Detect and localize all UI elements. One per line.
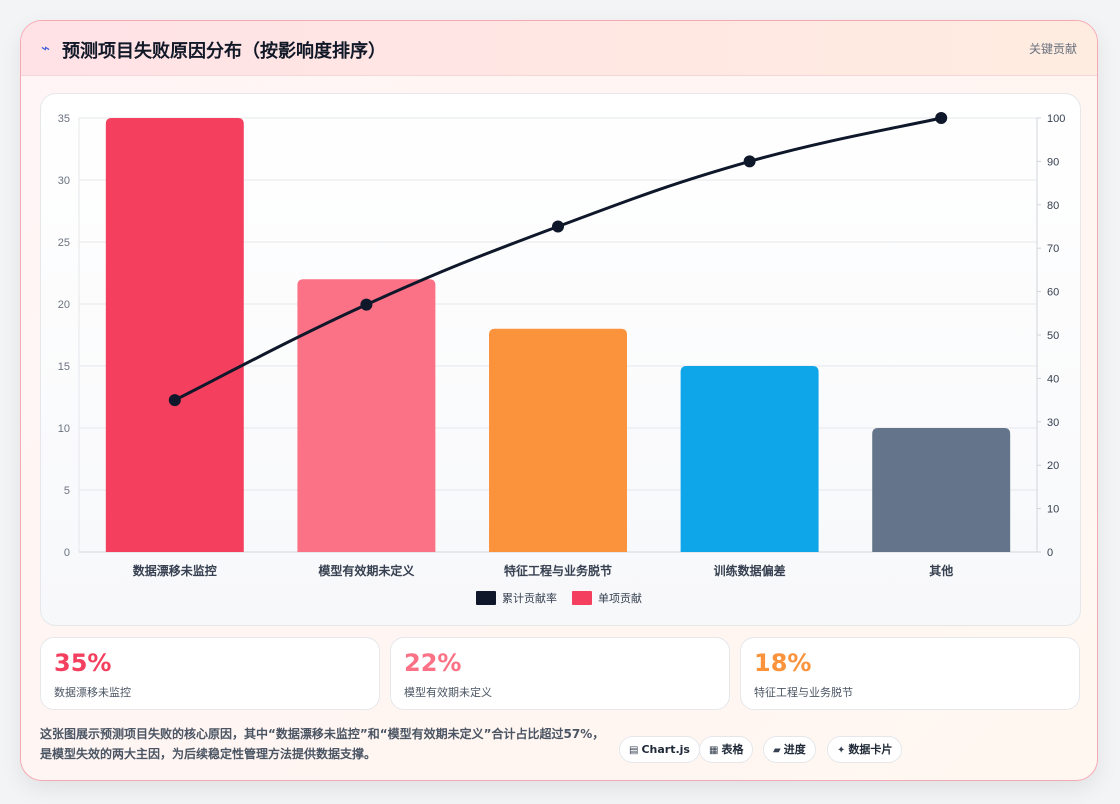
bar-1 (105, 118, 244, 552)
stat-cards: 35% 数据漂移未监控 22% 模型有效期未定义 18% 特征工程与业务脱节 (40, 637, 1081, 710)
y-left-tick-label: 15 (58, 361, 70, 373)
card-title: 预测项目失败原因分布（按影响度排序） (62, 41, 386, 62)
y-right-tick-label: 80 (1047, 200, 1059, 212)
y-left-tick-label: 25 (58, 237, 70, 249)
pareto-chart: 0 5 10 15 20 25 30 35 0 10 20 30 40 50 60 70 80 90 100 数据漂移… (58, 112, 1065, 605)
cumulative-point-2 (360, 298, 373, 311)
y-right-tick-label: 0 (1047, 547, 1053, 559)
stat-value: 18% (754, 649, 812, 677)
y-right-tick-label: 40 (1047, 373, 1059, 385)
legend-label-2: 单项贡献 (598, 591, 642, 605)
y-left-tick-label: 35 (58, 113, 70, 125)
chip-label: 表格 (721, 743, 744, 756)
y-right-tick-label: 20 (1047, 460, 1059, 472)
y-right-tick-label: 50 (1047, 330, 1059, 342)
cumulative-point-5 (935, 112, 948, 124)
header-tag: 关键贡献 (1028, 42, 1077, 56)
x-tick-label: 模型有效期未定义 (318, 563, 415, 578)
table-icon: ▦ (709, 745, 719, 756)
legend-swatch-1 (476, 591, 496, 605)
cumulative-point-3 (552, 220, 564, 233)
y-right-tick-label: 90 (1047, 156, 1059, 168)
y-left-tick-label: 20 (58, 299, 70, 311)
legend-label-1: 累计贡献率 (502, 591, 557, 605)
progress-icon: ▰ (773, 745, 781, 756)
chip-progress[interactable]: ▰ 进度 (763, 736, 816, 763)
x-tick-label: 数据漂移未监控 (133, 563, 217, 578)
bar-3 (489, 328, 627, 552)
card-header: ⌁ 预测项目失败原因分布（按影响度排序） 关键贡献 (21, 21, 1097, 76)
bar-5 (872, 428, 1011, 552)
stat-card-2: 22% 模型有效期未定义 (390, 637, 730, 710)
stat-card-1: 35% 数据漂移未监控 (40, 637, 380, 710)
chart-panel: 0 5 10 15 20 25 30 35 0 10 20 30 40 50 60 70 80 90 100 数据漂移… (40, 93, 1081, 626)
y-right-tick-label: 100 (1047, 113, 1065, 125)
sparkle-icon: ✦ (837, 745, 846, 756)
chip-data-card[interactable]: ✦ 数据卡片 (827, 736, 903, 763)
stat-label: 数据漂移未监控 (54, 686, 131, 699)
stat-value: 22% (404, 649, 462, 677)
y-right-tick-label: 60 (1047, 287, 1059, 299)
stat-card-3: 18% 特征工程与业务脱节 (740, 637, 1080, 710)
chip-label: 进度 (783, 743, 806, 756)
cumulative-point-1 (168, 394, 181, 407)
y-right-tick-label: 10 (1047, 504, 1059, 516)
bar-4 (680, 366, 819, 552)
y-left-tick-label: 30 (58, 175, 70, 187)
y-left-tick-label: 10 (58, 423, 70, 435)
stat-label: 特征工程与业务脱节 (754, 686, 853, 699)
chip-label: Chart.js (641, 743, 690, 756)
cumulative-point-4 (743, 155, 756, 168)
x-tick-label: 训练数据偏差 (714, 563, 786, 578)
y-right-tick-label: 30 (1047, 417, 1059, 429)
legend-swatch-2 (572, 591, 592, 605)
bar-2 (297, 279, 436, 552)
y-left-tick-label: 5 (64, 485, 70, 497)
y-right-tick-label: 70 (1047, 243, 1059, 255)
chip-table[interactable]: ▦ 表格 (699, 736, 754, 763)
chart-card: ⌁ 预测项目失败原因分布（按影响度排序） 关键贡献 0 5 10 15 20 25 30 35… (20, 20, 1098, 781)
chart-icon: ▤ (629, 745, 639, 756)
x-tick-label: 其他 (929, 563, 953, 578)
chip-chartjs[interactable]: ▤ Chart.js (619, 736, 700, 763)
x-tick-label: 特征工程与业务脱节 (504, 563, 612, 578)
chart-icon: ⌁ (41, 39, 51, 57)
y-left-tick-label: 0 (64, 547, 70, 559)
chart-description: 这张图展示预测项目失败的核心原因，其中“数据漂移未监控”和“模型有效期未定义”合… (40, 727, 605, 761)
stat-value: 35% (54, 649, 112, 677)
chip-label: 数据卡片 (848, 743, 893, 756)
stat-label: 模型有效期未定义 (404, 686, 492, 699)
